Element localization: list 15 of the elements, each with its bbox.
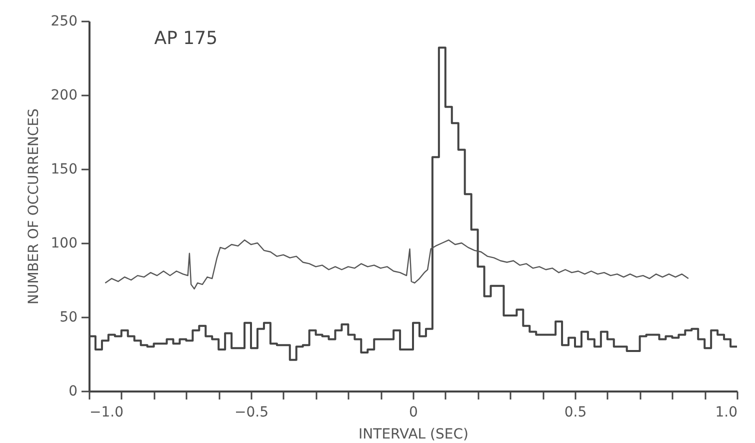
x-tick-label: 0.5 <box>564 404 587 420</box>
x-axis-title: INTERVAL (SEC) <box>358 426 468 442</box>
x-tick-label: −1.0 <box>90 404 124 420</box>
y-tick-label: 50 <box>60 310 78 326</box>
y-axis-title: NUMBER OF OCCURRENCES <box>26 108 42 305</box>
y-tick-label: 200 <box>50 88 78 104</box>
y-tick-label: 0 <box>68 384 78 400</box>
y-tick-label: 100 <box>50 236 78 252</box>
y-tick-label: 150 <box>50 162 78 178</box>
x-tick-label: −0.5 <box>234 404 268 420</box>
line-series <box>104 239 689 290</box>
x-tick-label: 0 <box>409 404 418 420</box>
x-tick-label: 1.0 <box>715 404 738 420</box>
y-tick-label: 250 <box>50 14 78 30</box>
chart-title: AP 175 <box>154 28 218 49</box>
